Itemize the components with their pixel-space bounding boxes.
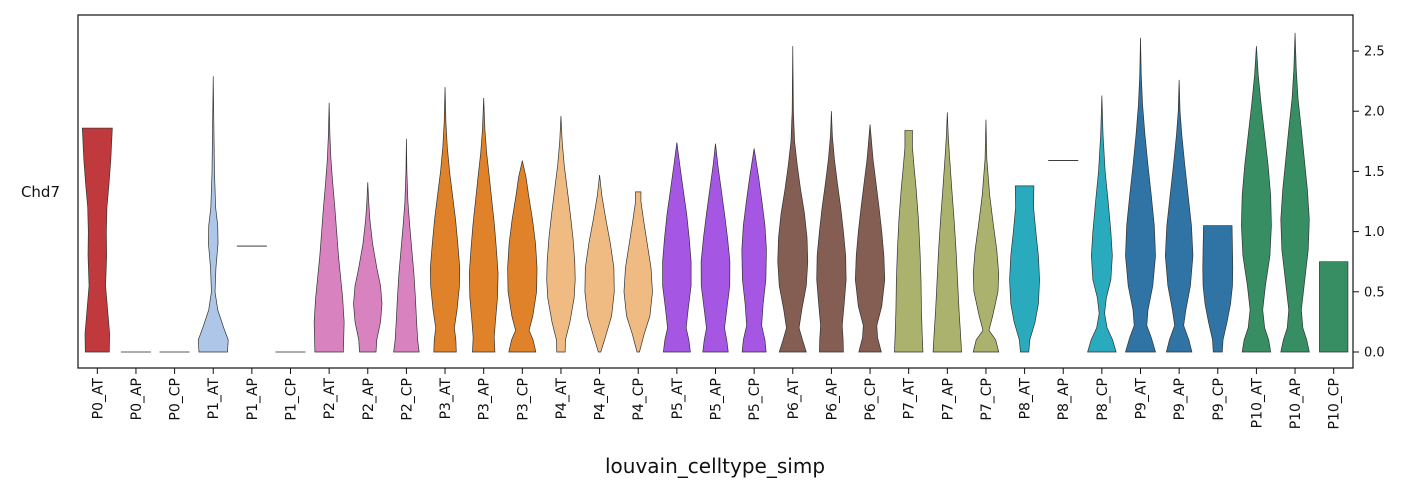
x-tick-label: P4_CP	[631, 378, 647, 421]
violin-P1_AT	[197, 76, 229, 353]
violin-P9_CP	[1202, 225, 1234, 353]
violin-P3_AP	[468, 97, 499, 353]
violin-P10_CP	[1319, 261, 1349, 353]
x-axis: P0_AT P0_AP P0_CP P1_AT P1_AP P1_CP P2_AT P2_AP…	[90, 368, 1343, 429]
x-tick-label: P6_AT	[786, 378, 802, 420]
x-tick-label: P7_CP	[979, 378, 995, 421]
x-tick-label: P10_CP	[1327, 378, 1343, 429]
violin-P5_CP	[741, 148, 767, 353]
x-tick-label: P2_AP	[361, 378, 377, 420]
x-tick-label: P8_AT	[1018, 378, 1034, 420]
x-tick-label: P3_CP	[515, 378, 531, 421]
x-tick-label: P10_AT	[1249, 378, 1265, 429]
violins-layer	[81, 32, 1349, 353]
violin-P3_AT	[429, 87, 461, 353]
x-tick-label: P0_AP	[129, 378, 145, 420]
x-tick-label: P6_CP	[863, 378, 879, 421]
violin-P8_AT	[1009, 185, 1040, 353]
violin-P6_AT	[777, 46, 809, 353]
violin-P4_AT	[546, 116, 576, 353]
y-tick-label: 0.5	[1364, 285, 1385, 300]
x-tick-label: P7_AP	[940, 378, 956, 420]
x-tick-label: P1_AP	[245, 378, 261, 420]
violin-P5_AT	[662, 142, 692, 353]
x-tick-label: P4_AT	[554, 378, 570, 420]
x-tick-label: P6_AP	[824, 378, 840, 420]
x-tick-label: P1_AT	[206, 378, 222, 420]
violin-P4_AP	[584, 174, 615, 353]
violin-P7_AT	[894, 130, 924, 353]
violin-P0_AT	[81, 127, 113, 353]
y-tick-label: 0.0	[1364, 346, 1385, 361]
x-tick-label: P0_CP	[168, 378, 184, 421]
violin-P9_AP	[1164, 79, 1194, 353]
x-tick-label: P5_AT	[670, 378, 686, 420]
violin-P5_AP	[700, 143, 731, 353]
x-tick-label: P10_AP	[1288, 378, 1304, 429]
y-tick-label: 2.5	[1364, 45, 1385, 60]
x-tick-label: P3_AT	[438, 378, 454, 420]
x-tick-label: P1_CP	[284, 378, 300, 421]
y-tick-label: 2.0	[1364, 105, 1385, 120]
violin-P2_AT	[313, 102, 345, 353]
x-tick-label: P2_CP	[399, 378, 415, 421]
violin-P6_AP	[816, 111, 847, 353]
violin-P8_CP	[1087, 95, 1117, 353]
x-tick-label: P8_CP	[1095, 378, 1111, 421]
x-tick-label: P2_AT	[322, 378, 338, 420]
violin-P4_CP	[623, 191, 653, 353]
violin-P9_AT	[1125, 37, 1156, 353]
violin-P2_AP	[353, 182, 383, 353]
violin-P3_CP	[507, 160, 538, 353]
x-tick-label: P9_CP	[1211, 378, 1227, 421]
x-tick-label: P7_AT	[902, 378, 918, 420]
x-tick-label: P5_CP	[747, 378, 763, 421]
violin-P2_CP	[393, 138, 420, 353]
x-tick-label: P5_AP	[709, 378, 725, 420]
x-axis-label: louvain_celltype_simp	[605, 454, 825, 478]
violin-P6_CP	[854, 124, 886, 353]
x-tick-label: P8_AP	[1056, 378, 1072, 420]
y-axis-label: Chd7	[21, 183, 60, 201]
x-tick-label: P3_AP	[477, 378, 493, 420]
x-tick-label: P9_AT	[1134, 378, 1150, 420]
violin-P10_AP	[1280, 32, 1310, 353]
y-tick-label: 1.5	[1364, 165, 1385, 180]
violin-P7_AP	[932, 112, 962, 353]
x-tick-label: P0_AT	[90, 378, 106, 420]
violin-P10_AT	[1241, 46, 1272, 353]
x-tick-label: P9_AP	[1172, 378, 1188, 420]
y-axis: 0.0 0.5 1.0 1.5 2.0 2.5	[1353, 45, 1385, 361]
y-tick-label: 1.0	[1364, 225, 1385, 240]
x-tick-label: P4_AP	[593, 378, 609, 420]
violin-P7_CP	[972, 119, 1000, 353]
